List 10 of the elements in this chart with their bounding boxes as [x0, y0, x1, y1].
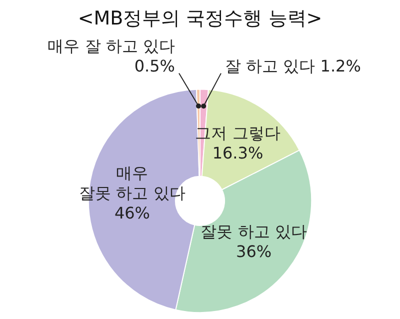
slice-label: 잘못 하고 있다 [200, 222, 307, 241]
data-label: 0.5% [134, 56, 175, 76]
slice-label: 매우 잘 하고 있다 [48, 36, 175, 56]
data-label: 46% [114, 204, 150, 223]
data-label: 16.3% [212, 143, 264, 162]
slice-label: 그저 그렇다 [195, 123, 280, 142]
slice-label: 잘 하고 있다 1.2% [225, 56, 361, 76]
chart-title: <MB정부의 국정수행 능력> [78, 7, 322, 30]
data-label: 36% [236, 242, 272, 261]
slice-label: 매우 잘못 하고 있다 [79, 164, 186, 203]
